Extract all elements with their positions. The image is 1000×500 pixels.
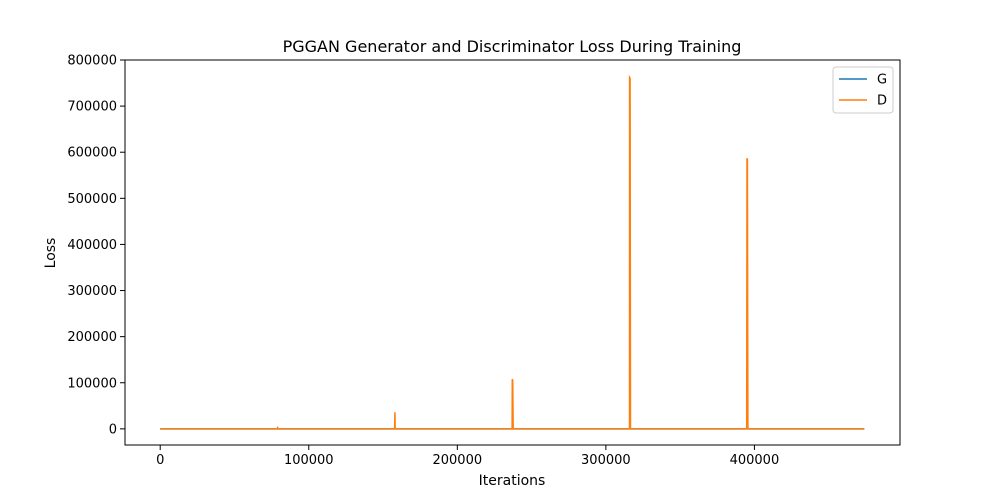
y-tick-label: 400000 xyxy=(67,238,117,253)
y-axis-ticks: 0 100000 200000 300000 400000 500000 600000 700… xyxy=(67,54,125,437)
x-tick-label: 100000 xyxy=(284,453,334,468)
plot-area xyxy=(160,74,865,430)
y-tick-label: 300000 xyxy=(67,284,117,299)
y-tick-label: 700000 xyxy=(67,100,117,115)
legend: GD xyxy=(832,66,894,114)
x-tick-label: 300000 xyxy=(581,453,631,468)
plot-frame xyxy=(124,59,901,446)
x-tick-label: 400000 xyxy=(730,453,780,468)
x-axis-label: Iterations xyxy=(479,473,546,489)
legend-label-g: G xyxy=(877,73,887,88)
y-tick-label: 600000 xyxy=(67,146,117,161)
legend-label-d: D xyxy=(877,94,887,109)
y-tick-label: 100000 xyxy=(67,376,117,391)
series-line-d xyxy=(160,74,865,430)
chart-title: PGGAN Generator and Discriminator Loss D… xyxy=(283,37,742,56)
y-tick-label: 0 xyxy=(109,422,117,437)
x-axis-ticks: 0 100000 200000 300000 400000 xyxy=(156,445,779,468)
y-tick-label: 500000 xyxy=(67,192,117,207)
x-tick-label: 0 xyxy=(156,453,164,468)
y-axis-label: Loss xyxy=(43,238,59,269)
y-tick-label: 800000 xyxy=(67,54,117,69)
y-tick-label: 200000 xyxy=(67,330,117,345)
x-tick-label: 200000 xyxy=(432,453,482,468)
